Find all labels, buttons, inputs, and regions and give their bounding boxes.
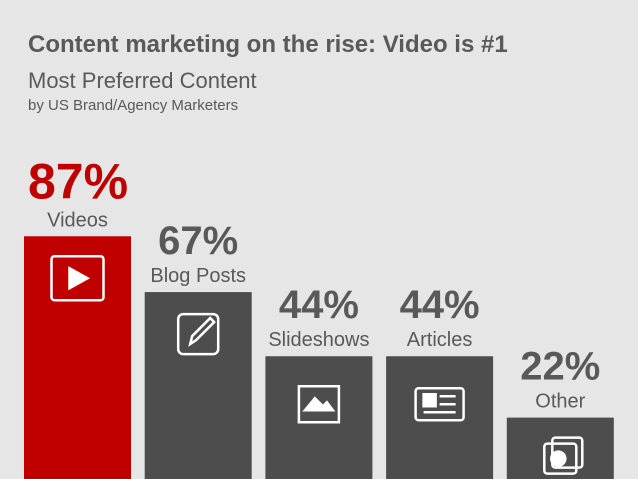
value-label: 44% bbox=[279, 283, 359, 327]
icon-frame bbox=[50, 255, 105, 302]
chart-title: Content marketing on the rise: Video is … bbox=[28, 31, 508, 58]
icon-pie bbox=[550, 450, 567, 467]
bar bbox=[144, 292, 252, 479]
icon-play bbox=[68, 266, 91, 291]
bar-icon bbox=[297, 384, 341, 424]
bar-icon bbox=[176, 312, 220, 356]
icon-block bbox=[422, 392, 437, 408]
chart-note: by US Brand/Agency Marketers bbox=[28, 97, 238, 114]
bar bbox=[506, 417, 614, 479]
icon-back bbox=[551, 436, 584, 469]
value-label: 67% bbox=[158, 219, 238, 263]
bar-icon bbox=[414, 386, 465, 422]
icon-lines bbox=[423, 394, 456, 414]
category-label: Slideshows bbox=[268, 329, 369, 351]
bar bbox=[386, 356, 494, 479]
bar-icon bbox=[543, 436, 584, 475]
icon-frame bbox=[176, 312, 220, 356]
value-label: 22% bbox=[520, 345, 600, 389]
icon-frame bbox=[297, 384, 341, 424]
bar-icon bbox=[50, 255, 105, 302]
icon-frame bbox=[543, 442, 578, 475]
bar bbox=[265, 356, 373, 479]
category-label: Blog Posts bbox=[150, 265, 246, 287]
icon-frame bbox=[414, 386, 465, 422]
category-label: Articles bbox=[407, 329, 473, 351]
chart-subtitle: Most Preferred Content bbox=[28, 68, 257, 93]
category-label: Other bbox=[535, 391, 585, 413]
icon-pencil bbox=[188, 316, 216, 347]
category-label: Videos bbox=[47, 209, 108, 231]
icon-mountain bbox=[302, 396, 336, 412]
value-label: 87% bbox=[28, 153, 128, 209]
value-label: 44% bbox=[400, 283, 480, 327]
